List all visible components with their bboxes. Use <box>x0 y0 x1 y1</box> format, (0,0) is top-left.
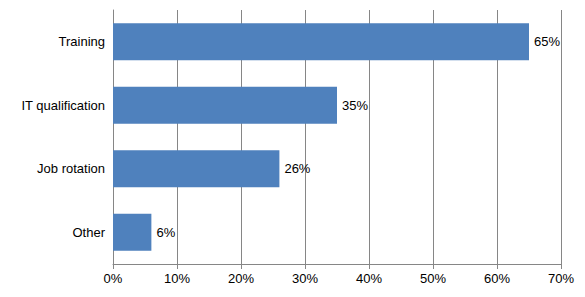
svg-text:Job rotation: Job rotation <box>37 161 105 176</box>
svg-text:50%: 50% <box>420 271 446 286</box>
svg-text:6%: 6% <box>156 225 175 240</box>
svg-text:20%: 20% <box>228 271 254 286</box>
svg-text:35%: 35% <box>342 98 368 113</box>
svg-text:IT qualification: IT qualification <box>21 98 105 113</box>
svg-text:65%: 65% <box>534 34 560 49</box>
svg-text:Other: Other <box>72 225 105 240</box>
svg-text:10%: 10% <box>164 271 190 286</box>
svg-text:60%: 60% <box>484 271 510 286</box>
svg-text:40%: 40% <box>356 271 382 286</box>
svg-text:30%: 30% <box>292 271 318 286</box>
svg-text:0%: 0% <box>104 271 123 286</box>
svg-text:70%: 70% <box>548 271 574 286</box>
svg-text:Training: Training <box>59 34 105 49</box>
svg-text:26%: 26% <box>284 161 310 176</box>
